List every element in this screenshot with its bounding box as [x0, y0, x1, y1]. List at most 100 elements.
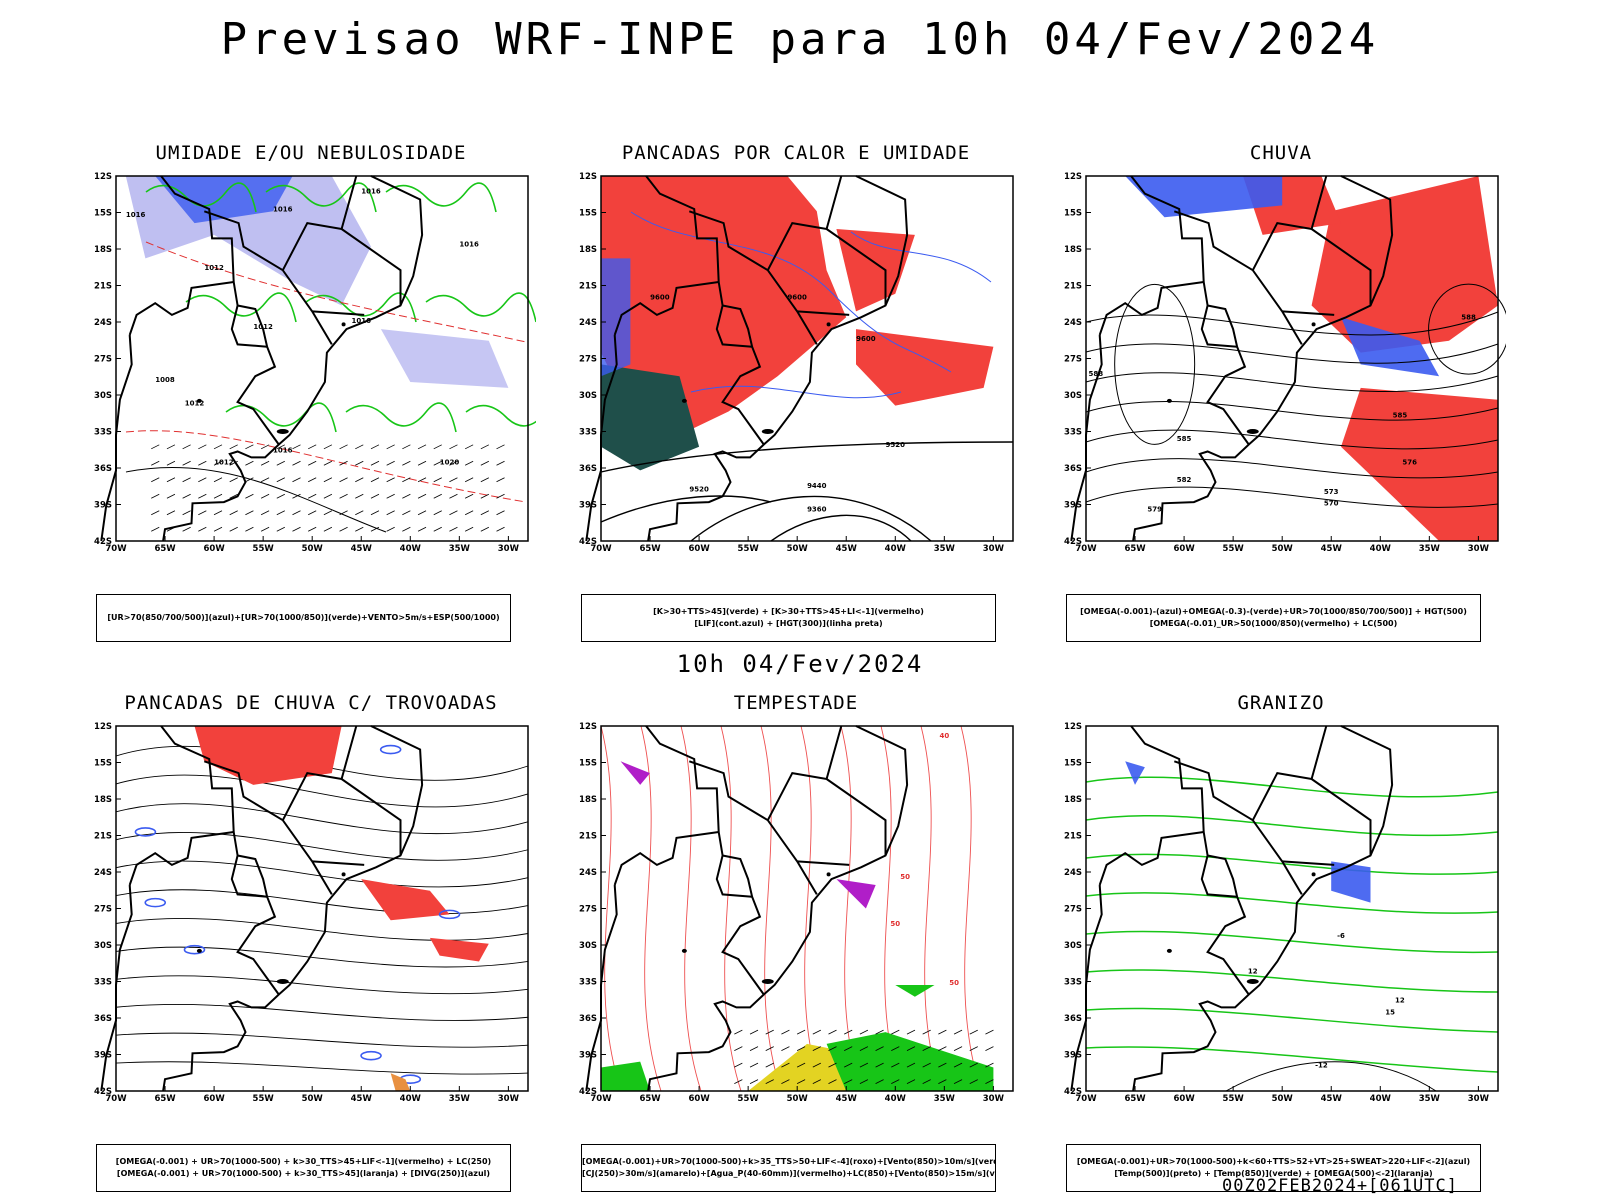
map-tempestade: 50 50 40 50 12S 15S 18S 21S 24S 27S 30S 33S 36S 39S 42… [579, 722, 1014, 1104]
wind-vector [339, 493, 348, 499]
lat-tick-label: 18S [579, 245, 597, 255]
wind-vector [464, 460, 474, 466]
contour-label: 1016 [459, 241, 479, 249]
wind-vector [229, 477, 238, 483]
lat-tick-label: 24S [579, 868, 597, 878]
wind-vector [213, 477, 223, 483]
divergence-contour [144, 897, 167, 908]
lon-tick-label: 50W [1272, 1094, 1294, 1104]
contour-label: 9360 [807, 506, 827, 514]
contour-label: 579 [1147, 506, 1162, 514]
legend-line: [CJ(250)>30m/s](amarelo)+[Agua_P(40-60mm… [582, 1169, 995, 1178]
lat-tick-label: 15S [579, 209, 597, 219]
lake-mark [1311, 322, 1316, 327]
wind-vector [260, 526, 270, 532]
country-border [341, 778, 402, 856]
hgt500-contours [1085, 283, 1506, 508]
wind-vector [844, 1029, 853, 1035]
lake-mark [1311, 872, 1316, 877]
contour-label: -12 [1315, 1061, 1328, 1069]
contour-label: 9520 [689, 486, 709, 494]
lat-tick-label: 24S [94, 318, 112, 328]
streamline [115, 889, 529, 915]
lon-tick-label: 70W [1075, 1094, 1097, 1104]
contour-label: 40 [939, 732, 949, 740]
wind-vector [828, 1079, 837, 1084]
streamlines [115, 745, 529, 1075]
wind-vector [891, 1029, 900, 1035]
wind-vector [812, 1046, 821, 1051]
lon-tick-label: 35W [449, 1094, 471, 1104]
lon-tick-label: 40W [400, 544, 422, 554]
wind-vector [781, 1079, 790, 1084]
wind-vector [151, 526, 160, 532]
height-contour [690, 495, 932, 542]
wind-vector [765, 1079, 774, 1084]
contour-label: 573 [1324, 488, 1339, 496]
wind-vector [449, 493, 458, 499]
wind-vector [276, 444, 285, 450]
panel-umidade: UMIDADE E/OU NEBULOSIDADE 1016 1016 1016 10… [86, 142, 536, 642]
lat-tick-label: 27S [94, 905, 112, 915]
plot-area [116, 726, 528, 1091]
wind-vector [496, 510, 505, 516]
lagoa-mirim [276, 429, 289, 434]
contour-label: 12 [1248, 967, 1258, 975]
wind-vector [308, 510, 317, 516]
country-border [1311, 778, 1372, 856]
wind-vector [844, 1079, 853, 1084]
wind-vector [292, 477, 301, 483]
lon-tick-label: 35W [1419, 544, 1441, 554]
wind-vector [969, 1029, 978, 1035]
wind-vector [953, 1046, 963, 1051]
wind-vector [922, 1062, 931, 1068]
wind-vector [308, 444, 317, 450]
wind-vector [402, 477, 411, 483]
temp850-contours [1085, 776, 1499, 1073]
wind-vector [245, 526, 254, 532]
lon-tick-label: 70W [590, 544, 612, 554]
wind-vector [370, 460, 380, 466]
wind-vector [749, 1079, 759, 1084]
wind-vector [417, 526, 427, 532]
wind-vector [182, 493, 191, 499]
panel-tempestade: TEMPESTADE 50 50 40 50 12S 15S 18S 21S 24S 27S 30S… [571, 692, 1021, 1192]
wind-vector [749, 1046, 759, 1051]
wind-vector [151, 460, 160, 466]
country-border [797, 310, 850, 316]
wind-vector [151, 444, 160, 450]
wind-vector [245, 493, 254, 499]
streamline [115, 860, 529, 888]
green-contours [145, 182, 536, 433]
thickness-contour [125, 430, 527, 503]
map-chuva: 585 582 579 576 573 570 588 588 585 12S 15S 18S 21S 2… [1064, 172, 1506, 554]
country-border [766, 725, 843, 821]
country-border [281, 175, 358, 271]
legend-line: [OMEGA(-0.001)+UR>70(1000-500)+k>35_TTS>… [582, 1157, 995, 1166]
lat-tick-label: 15S [1064, 209, 1082, 219]
wind-vector [449, 477, 458, 483]
contour-label: 1012 [204, 264, 224, 272]
wind-vector [417, 477, 427, 483]
height-contour [1085, 372, 1499, 392]
wind-vector [433, 493, 442, 499]
wind-vector [260, 477, 270, 483]
wind-vector [749, 1062, 759, 1068]
wind-vector [859, 1046, 869, 1051]
wind-vector [480, 460, 490, 466]
wind-vector [875, 1079, 884, 1084]
wind-vector [734, 1079, 743, 1084]
wind-vector [938, 1079, 947, 1084]
streamline [115, 831, 529, 861]
wind-vector [292, 444, 301, 450]
contour-label: 1016 [351, 317, 371, 325]
wind-vector [985, 1029, 994, 1035]
wind-vector [464, 444, 474, 450]
lat-tick-label: 18S [579, 795, 597, 805]
lon-tick-label: 50W [302, 544, 324, 554]
lake-mark [826, 322, 831, 327]
contour-label: 15 [1385, 1008, 1395, 1016]
lat-tick-label: 21S [94, 832, 112, 842]
